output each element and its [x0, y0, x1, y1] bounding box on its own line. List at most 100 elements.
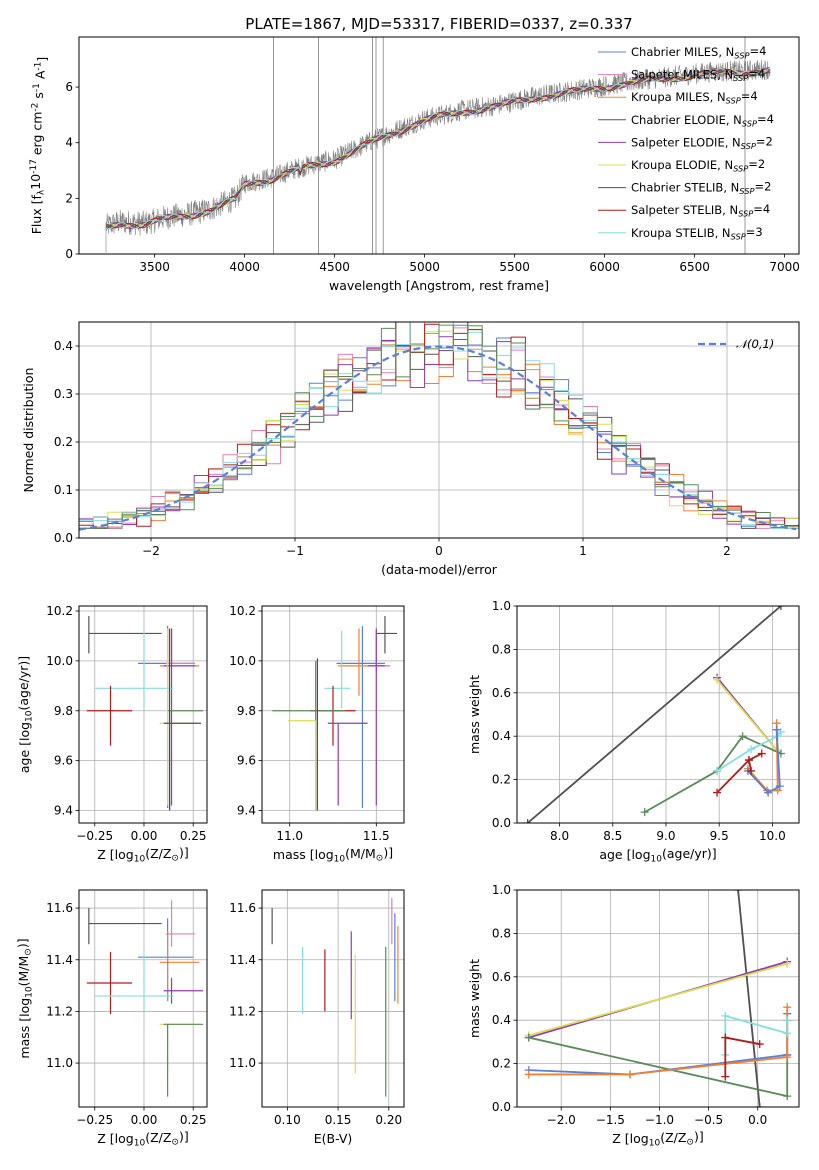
legend-entry: Kroupa ELODIE, NSSP​=2	[631, 157, 765, 173]
x-tick-label: 9.0	[656, 829, 675, 843]
panel-mass-vs-age: 11.0 11.5 9.4 9.6 9.8 10.0 10.2 mass [log10​(M/…	[229, 604, 405, 865]
x-tick-label: 7000	[769, 260, 800, 274]
x-tick-label: 2	[723, 544, 731, 558]
mass-weight-line	[528, 1007, 789, 1076]
x-tick-label: 4500	[319, 260, 350, 274]
mass-weight-marker	[640, 808, 649, 817]
x-tick-label: −2.0	[547, 1113, 576, 1127]
y-tick-label: 0.8	[492, 926, 511, 940]
y-tick-label: 0.2	[492, 773, 511, 787]
y-axis-label: age [log10​(age/yr)]	[16, 656, 35, 773]
mass-weight-marker	[625, 1070, 634, 1079]
x-tick-label: 0.25	[180, 1113, 207, 1127]
x-tick-label: 0.15	[325, 1113, 352, 1127]
model-spectrum	[105, 67, 771, 230]
axes-frame	[78, 321, 800, 539]
normal-curve	[79, 345, 797, 531]
axes-frame	[78, 889, 208, 1108]
y-axis-label: mass weight	[467, 675, 482, 754]
x-tick-label: 0.10	[274, 1113, 301, 1127]
x-axis-label: E(B-V)	[314, 1131, 353, 1146]
y-tick-label: 0.2	[54, 435, 73, 449]
mass-weight-line	[747, 729, 781, 794]
mass-weight-marker	[776, 606, 785, 610]
x-axis-label: (data-model)/error	[381, 562, 498, 577]
mass-weight-marker	[772, 725, 781, 734]
y-tick-label: 0.0	[54, 531, 73, 545]
mass-weight-line	[527, 606, 782, 823]
x-tick-label: 6000	[589, 260, 620, 274]
panel-spectrum: 3500 4000 4500 5000 5500 6000 6500 7000 0 2 4 6 wave…	[28, 36, 800, 293]
mass-weight-line	[528, 1020, 789, 1098]
plot-area-z-vs-age	[79, 606, 207, 823]
residual-histogram	[79, 322, 799, 529]
y-tick-label: 11.6	[46, 901, 73, 915]
x-tick-label: −0.25	[76, 829, 113, 843]
y-tick-label: 0.8	[492, 642, 511, 656]
x-axis-label: mass [log10​(M/M⊙​)]	[273, 845, 393, 865]
y-tick-label: 9.6	[54, 754, 73, 768]
axes-frame	[78, 36, 800, 255]
x-tick-label: 0.0	[748, 1113, 767, 1127]
mass-weight-marker	[783, 1029, 792, 1038]
y-tick-label: 10.2	[46, 604, 73, 618]
mass-weight-marker	[721, 1011, 730, 1020]
legend-entry: Chabrier STELIB, NSSP​=2	[631, 180, 771, 196]
x-tick-label: 0.20	[375, 1113, 402, 1127]
legend-entry: Chabrier MILES, NSSP​=4	[631, 44, 766, 60]
mass-weight-line	[644, 735, 782, 813]
y-axis-label: Flux [fλ​10-17​ erg cm-2​ s-1​ A-1​]	[28, 57, 49, 235]
y-axis-label: mass weight	[467, 959, 482, 1038]
x-tick-label: 9.5	[710, 829, 729, 843]
plot-area-age-vs-massweight	[517, 606, 799, 823]
y-tick-label: 9.8	[237, 704, 256, 718]
model-spectrum	[105, 69, 771, 229]
mass-weight-marker	[783, 1003, 792, 1012]
mass-weight-marker	[775, 782, 784, 791]
x-tick-label: 8.5	[603, 829, 622, 843]
y-tick-label: 0.3	[54, 387, 73, 401]
x-tick-label: 8.0	[550, 829, 569, 843]
plot-area-z-vs-mass	[79, 890, 207, 1107]
axes-frame	[78, 605, 208, 824]
mass-weight-marker	[747, 745, 756, 754]
mass-weight-marker	[757, 749, 766, 758]
legend-entry: 𝒩(0,1)	[736, 337, 774, 351]
plot-area-mass-vs-age	[262, 606, 404, 823]
y-tick-label: 11.0	[229, 1056, 256, 1070]
y-axis-label: mass [log10​(M/M⊙​)]	[15, 938, 35, 1058]
x-tick-label: 5000	[409, 260, 440, 274]
y-tick-label: 1.0	[492, 599, 511, 613]
plot-area-residuals	[79, 322, 799, 538]
y-tick-label: 6	[65, 80, 73, 94]
mass-weight-marker	[524, 1070, 533, 1079]
mass-weight-line	[724, 1014, 789, 1055]
y-tick-label: 0.0	[492, 1100, 511, 1114]
observed-spectrum	[105, 59, 771, 253]
y-tick-label: 0.4	[54, 339, 73, 353]
y-tick-label: 0.6	[492, 970, 511, 984]
mass-weight-marker	[783, 1016, 792, 1025]
x-axis-label: age [log10​(age/yr)]	[599, 846, 716, 865]
mass-weight-line	[716, 752, 763, 794]
y-tick-label: 4	[65, 136, 73, 150]
mass-weight-marker	[721, 1033, 730, 1042]
y-tick-label: 11.4	[46, 953, 73, 967]
mass-weight-marker	[783, 1053, 792, 1062]
plot-area-ebv-vs-mass	[262, 890, 404, 1107]
x-tick-label: −1.5	[596, 1113, 625, 1127]
x-tick-label: 6500	[679, 260, 710, 274]
y-tick-label: 0.4	[492, 729, 511, 743]
mass-weight-marker	[713, 675, 722, 684]
legend-entry: Salpeter MILES, NSSP​=4	[631, 67, 765, 83]
y-tick-label: 11.0	[46, 1056, 73, 1070]
mass-weight-line	[528, 962, 788, 1037]
mass-weight-marker	[764, 788, 773, 797]
x-axis-label: Z [log10​(Z/Z⊙​)]	[97, 845, 188, 865]
y-tick-label: 9.8	[54, 704, 73, 718]
y-tick-label: 11.4	[229, 953, 256, 967]
x-tick-label: 5500	[499, 260, 530, 274]
plot-area-spectrum	[105, 37, 771, 254]
y-tick-label: 11.2	[46, 1004, 73, 1018]
